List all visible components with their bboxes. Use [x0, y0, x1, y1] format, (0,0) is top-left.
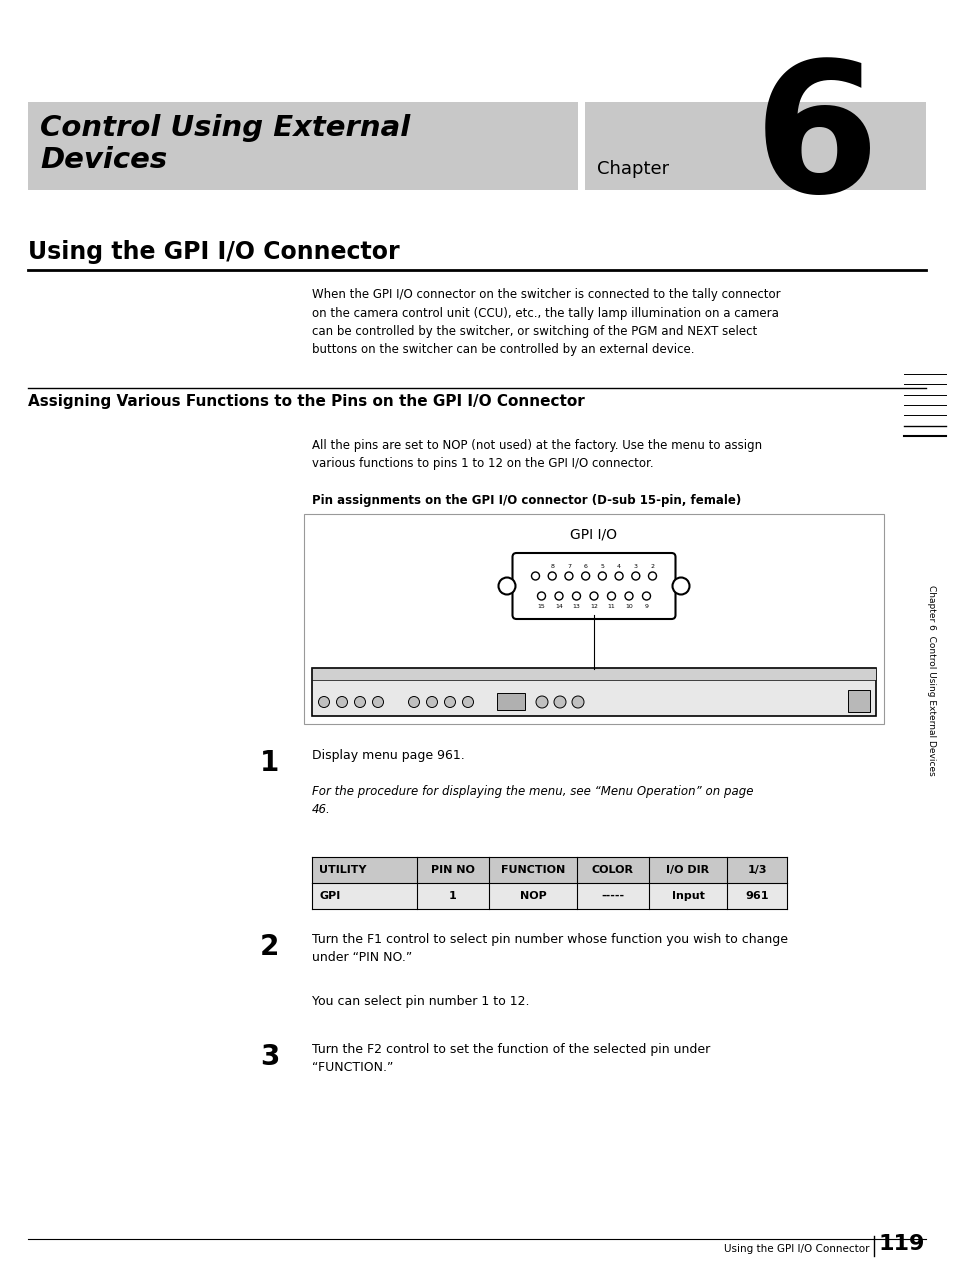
Circle shape	[648, 572, 656, 580]
Text: For the procedure for displaying the menu, see “Menu Operation” on page
46.: For the procedure for displaying the men…	[312, 785, 753, 817]
Text: Turn the F1 control to select pin number whose function you wish to change
under: Turn the F1 control to select pin number…	[312, 933, 787, 964]
Circle shape	[408, 697, 419, 707]
Circle shape	[615, 572, 622, 580]
Circle shape	[554, 696, 565, 708]
Text: 10: 10	[624, 604, 632, 609]
Text: Turn the F2 control to set the function of the selected pin under
“FUNCTION.”: Turn the F2 control to set the function …	[312, 1043, 709, 1074]
Text: 12: 12	[590, 604, 598, 609]
Bar	[312, 668, 875, 680]
Text: FUNCTION: FUNCTION	[500, 865, 564, 875]
Text: I/O DIR: I/O DIR	[666, 865, 709, 875]
Circle shape	[572, 696, 583, 708]
Text: 7: 7	[566, 563, 570, 568]
Circle shape	[548, 572, 556, 580]
Text: 11: 11	[607, 604, 615, 609]
Text: When the GPI I/O connector on the switcher is connected to the tally connector
o: When the GPI I/O connector on the switch…	[312, 288, 780, 357]
Text: 2: 2	[260, 933, 279, 961]
Text: -----: -----	[600, 891, 624, 901]
Text: 3: 3	[633, 563, 638, 568]
Circle shape	[564, 572, 573, 580]
Text: 9: 9	[644, 604, 648, 609]
Bar	[304, 513, 883, 724]
Circle shape	[531, 572, 539, 580]
Text: 14: 14	[555, 604, 562, 609]
Circle shape	[631, 572, 639, 580]
Text: Display menu page 961.: Display menu page 961.	[312, 749, 464, 762]
Text: All the pins are set to NOP (not used) at the factory. Use the menu to assign
va: All the pins are set to NOP (not used) a…	[312, 440, 761, 470]
Text: 6: 6	[583, 563, 587, 568]
Text: 1: 1	[449, 891, 456, 901]
Text: Assigning Various Functions to the Pins on the GPI I/O Connector: Assigning Various Functions to the Pins …	[28, 394, 584, 409]
Text: 13: 13	[572, 604, 579, 609]
Circle shape	[444, 697, 455, 707]
Circle shape	[355, 697, 365, 707]
Circle shape	[598, 572, 606, 580]
Text: 8: 8	[550, 563, 554, 568]
Circle shape	[607, 592, 615, 600]
Bar	[312, 883, 786, 910]
Text: 3: 3	[260, 1043, 279, 1071]
Circle shape	[589, 592, 598, 600]
Circle shape	[672, 577, 689, 595]
Circle shape	[336, 697, 347, 707]
Circle shape	[426, 697, 437, 707]
Text: Using the GPI I/O Connector: Using the GPI I/O Connector	[722, 1243, 868, 1254]
Bar	[584, 102, 925, 190]
Text: UTILITY: UTILITY	[318, 865, 366, 875]
Text: Input: Input	[671, 891, 703, 901]
FancyBboxPatch shape	[512, 553, 675, 619]
Text: Pin assignments on the GPI I/O connector (D-sub 15-pin, female): Pin assignments on the GPI I/O connector…	[312, 494, 740, 507]
Text: 119: 119	[878, 1235, 924, 1254]
Text: PIN NO: PIN NO	[431, 865, 475, 875]
Text: Chapter: Chapter	[597, 161, 668, 178]
Text: GPI: GPI	[318, 891, 340, 901]
Text: 2: 2	[650, 563, 654, 568]
Text: Control Using External
Devices: Control Using External Devices	[40, 115, 410, 175]
Text: 1: 1	[260, 749, 279, 777]
Text: 1/3: 1/3	[746, 865, 766, 875]
Text: 4: 4	[617, 563, 620, 568]
Circle shape	[318, 697, 329, 707]
Text: NOP: NOP	[519, 891, 546, 901]
Circle shape	[624, 592, 633, 600]
Circle shape	[555, 592, 562, 600]
Circle shape	[537, 592, 545, 600]
Circle shape	[372, 697, 383, 707]
Text: 15: 15	[537, 604, 545, 609]
Text: GPI I/O: GPI I/O	[570, 527, 617, 541]
Bar	[312, 857, 786, 883]
Text: COLOR: COLOR	[592, 865, 634, 875]
Circle shape	[641, 592, 650, 600]
Text: 961: 961	[744, 891, 768, 901]
Circle shape	[536, 696, 547, 708]
Bar	[497, 693, 524, 710]
Bar	[847, 691, 869, 712]
Text: Using the GPI I/O Connector: Using the GPI I/O Connector	[28, 240, 399, 264]
Circle shape	[581, 572, 589, 580]
Text: Chapter 6  Control Using External Devices: Chapter 6 Control Using External Devices	[926, 585, 936, 776]
Circle shape	[462, 697, 473, 707]
Text: You can select pin number 1 to 12.: You can select pin number 1 to 12.	[312, 995, 529, 1008]
Text: 5: 5	[599, 563, 603, 568]
Circle shape	[572, 592, 579, 600]
Text: 6: 6	[753, 54, 879, 229]
Circle shape	[498, 577, 515, 595]
Bar	[28, 102, 578, 190]
Bar	[312, 668, 875, 716]
